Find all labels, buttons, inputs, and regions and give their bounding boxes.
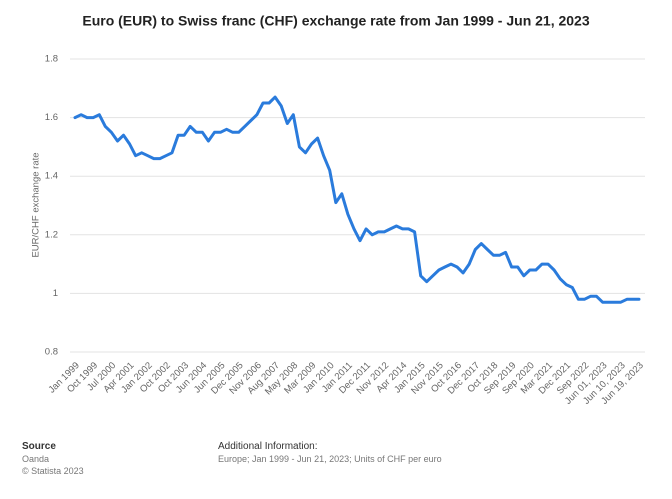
y-tick-label: 1.8	[45, 54, 58, 65]
chart: Euro (EUR) to Swiss franc (CHF) exchange…	[31, 13, 646, 407]
source-block: Source Oanda © Statista 2023	[22, 440, 84, 477]
y-tick-label: 0.8	[45, 347, 58, 358]
source-heading: Source	[22, 441, 56, 452]
info-heading: Additional Information:	[218, 441, 318, 452]
copyright: © Statista 2023	[22, 466, 84, 476]
y-tick-label: 1.4	[45, 171, 58, 182]
y-tick-label: 1.2	[45, 229, 58, 240]
chart-title: Euro (EUR) to Swiss franc (CHF) exchange…	[82, 13, 589, 29]
y-tick-label: 1	[53, 288, 58, 299]
info: Europe; Jan 1999 - Jun 21, 2023; Units o…	[218, 454, 442, 464]
y-tick-label: 1.6	[45, 112, 58, 123]
info-block: Additional Information: Europe; Jan 1999…	[218, 440, 442, 465]
source: Oanda	[22, 454, 50, 464]
y-axis-label: EUR/CHF exchange rate	[31, 152, 42, 257]
line	[73, 95, 641, 304]
